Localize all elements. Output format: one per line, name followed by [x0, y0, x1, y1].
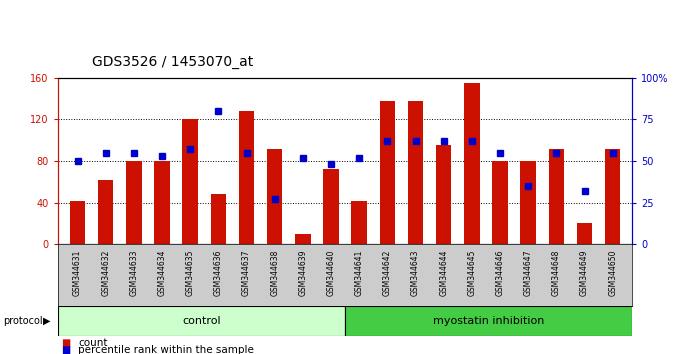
Text: myostatin inhibition: myostatin inhibition: [433, 316, 545, 326]
Text: ▶: ▶: [43, 316, 50, 326]
Bar: [267, 149, 282, 244]
Text: GSM344642: GSM344642: [383, 249, 392, 296]
Text: protocol: protocol: [3, 316, 43, 326]
Bar: [239, 111, 254, 244]
Text: GSM344635: GSM344635: [186, 249, 194, 296]
Bar: [323, 170, 339, 244]
Text: GSM344636: GSM344636: [214, 249, 223, 296]
Text: GSM344643: GSM344643: [411, 249, 420, 296]
Bar: [492, 161, 508, 244]
Bar: [577, 223, 592, 244]
Bar: [436, 145, 452, 244]
Text: GDS3526 / 1453070_at: GDS3526 / 1453070_at: [92, 55, 253, 69]
Text: GSM344644: GSM344644: [439, 249, 448, 296]
Text: count: count: [78, 338, 107, 348]
Text: percentile rank within the sample: percentile rank within the sample: [78, 346, 254, 354]
Bar: [520, 161, 536, 244]
Bar: [295, 234, 311, 244]
Text: ■: ■: [61, 346, 71, 354]
Bar: [154, 161, 170, 244]
Bar: [464, 83, 479, 244]
Text: control: control: [182, 316, 221, 326]
Bar: [549, 149, 564, 244]
Text: GSM344633: GSM344633: [129, 249, 138, 296]
Text: GSM344650: GSM344650: [608, 249, 617, 296]
Text: GSM344637: GSM344637: [242, 249, 251, 296]
Text: GSM344645: GSM344645: [467, 249, 477, 296]
Bar: [352, 201, 367, 244]
Text: GSM344649: GSM344649: [580, 249, 589, 296]
Bar: [408, 101, 423, 244]
Bar: [379, 101, 395, 244]
Text: GSM344646: GSM344646: [496, 249, 505, 296]
Text: GSM344639: GSM344639: [299, 249, 307, 296]
Text: GSM344640: GSM344640: [326, 249, 335, 296]
Bar: [605, 149, 620, 244]
Bar: [70, 201, 85, 244]
Text: GSM344631: GSM344631: [73, 249, 82, 296]
Text: GSM344638: GSM344638: [270, 249, 279, 296]
Text: GSM344632: GSM344632: [101, 249, 110, 296]
Text: GSM344647: GSM344647: [524, 249, 532, 296]
Bar: [345, 306, 632, 336]
Text: GSM344641: GSM344641: [355, 249, 364, 296]
Text: GSM344648: GSM344648: [552, 249, 561, 296]
Text: GSM344634: GSM344634: [158, 249, 167, 296]
Bar: [58, 306, 345, 336]
Bar: [126, 161, 141, 244]
Bar: [98, 180, 114, 244]
Text: ■: ■: [61, 338, 71, 348]
Bar: [182, 120, 198, 244]
Bar: [211, 194, 226, 244]
